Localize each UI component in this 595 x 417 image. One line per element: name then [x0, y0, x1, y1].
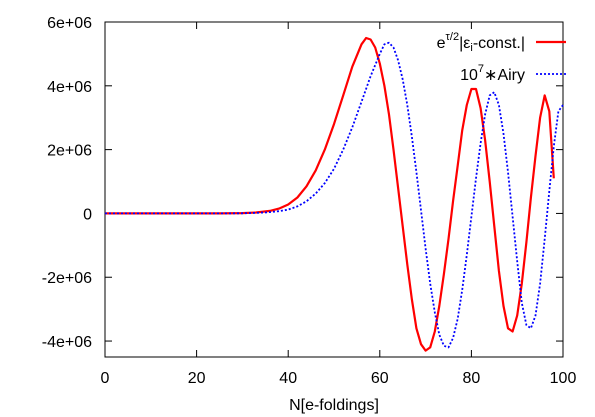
y-tick-label: 6e+06 — [47, 15, 92, 32]
y-tick-label: -2e+06 — [42, 270, 92, 287]
legend-2-tail: ∗Airy — [484, 67, 525, 84]
legend-1-tail: -const.| — [473, 35, 525, 52]
legend-1-mid: |ε — [459, 35, 470, 52]
series-lines — [105, 36, 564, 352]
x-axis-label: N[e-foldings] — [289, 397, 379, 414]
x-tick-label: 40 — [279, 370, 297, 387]
x-tick-label: 0 — [101, 370, 110, 387]
series-line-2 — [105, 41, 564, 349]
legend-1-sub: i — [470, 42, 472, 54]
x-tick-label: 80 — [463, 370, 481, 387]
y-tick-label: -4e+06 — [42, 334, 92, 351]
legend-1-sup: τ/2 — [446, 31, 460, 43]
x-tick-label: 20 — [188, 370, 206, 387]
y-tick-label: 0 — [83, 206, 92, 223]
x-tick-label: 100 — [550, 370, 577, 387]
legend-label-series-1: eτ/2|εi-const.| — [437, 31, 525, 54]
x-tick-labels: 0 20 40 60 80 100 — [101, 370, 577, 387]
legend-2-base: 10 — [460, 67, 478, 84]
x-tick-label: 60 — [371, 370, 389, 387]
y-tick-label: 4e+06 — [47, 79, 92, 96]
legend-label-series-2: 107∗Airy — [460, 63, 525, 84]
plot-frame — [104, 21, 564, 358]
legend-1-base: e — [437, 35, 446, 52]
legend-2-sup: 7 — [478, 63, 484, 75]
y-tick-labels: -4e+06 -2e+06 0 2e+06 4e+06 6e+06 — [42, 15, 92, 351]
y-tick-label: 2e+06 — [47, 143, 92, 160]
tick-marks — [104, 21, 564, 357]
series-line-1 — [105, 36, 555, 352]
legend: eτ/2|εi-const.| 107∗Airy — [437, 31, 566, 84]
